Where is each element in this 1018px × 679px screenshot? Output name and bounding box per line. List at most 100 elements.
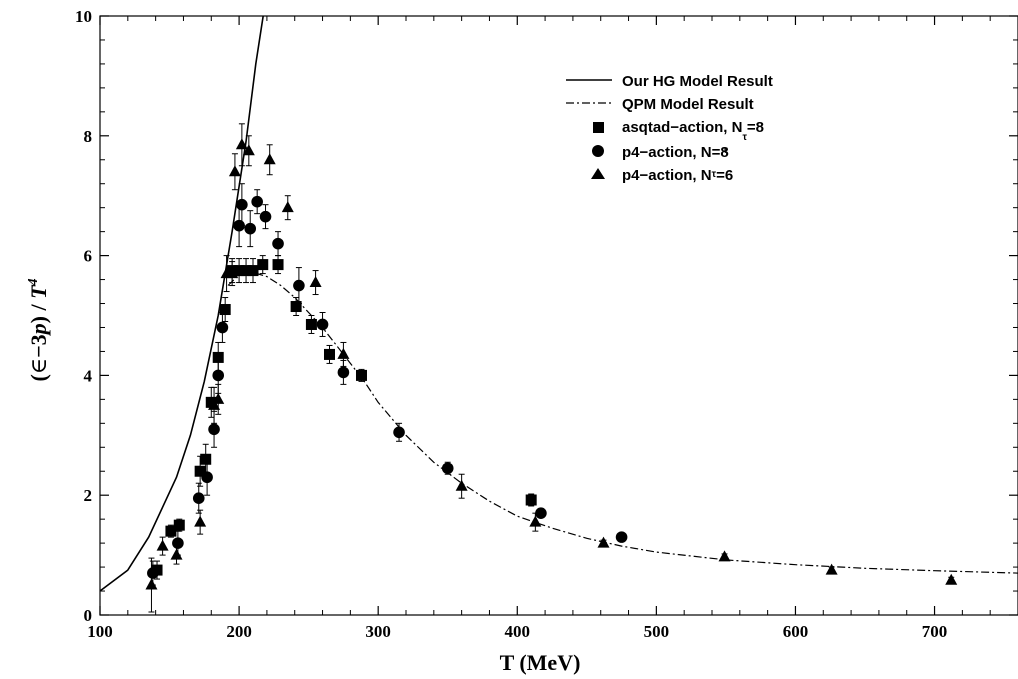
p4-n6-point xyxy=(597,536,610,548)
asqtad-point xyxy=(257,259,269,271)
y-title-minus3: −3 xyxy=(26,334,51,358)
qpm-model-line xyxy=(227,271,1018,574)
asqtad-point xyxy=(173,519,185,531)
asqtad-point xyxy=(233,265,245,277)
y-axis-title: (∈−3p) / T4 xyxy=(26,278,51,381)
p4-n8-point xyxy=(272,237,284,250)
p4-n8-point xyxy=(147,567,159,579)
p4-n6-point xyxy=(945,573,958,585)
p4-n8-point xyxy=(337,366,350,379)
legend-item-qpm: QPM Model Result xyxy=(566,96,754,113)
asqtad-point xyxy=(247,265,259,277)
asqtad-point xyxy=(219,304,231,316)
p4-n6-point xyxy=(337,347,350,359)
legend-label-hg: Our HG Model Result xyxy=(622,73,773,90)
p4-n8-point xyxy=(393,426,405,439)
asqtad-point xyxy=(525,494,537,506)
legend-item-hg: Our HG Model Result xyxy=(566,73,773,90)
data-points xyxy=(145,123,958,613)
x-tick-label: 500 xyxy=(644,622,670,641)
p4-n8-point xyxy=(208,423,220,436)
y-tick-label: 6 xyxy=(84,247,93,266)
plot-border xyxy=(99,15,1018,616)
p4-n8-point xyxy=(172,537,184,549)
y-title-T: T xyxy=(26,284,51,299)
y-tick-label: 2 xyxy=(84,486,93,505)
p4-n8-point xyxy=(259,210,272,223)
asqtad-point xyxy=(272,259,284,271)
p4-n8-point xyxy=(251,195,263,208)
p4-n6-point xyxy=(170,548,183,560)
p4-n6-point xyxy=(242,144,255,156)
legend-circle-icon xyxy=(592,145,604,157)
x-tick-label: 200 xyxy=(226,622,252,641)
x-tick-label: 700 xyxy=(922,622,948,641)
p4-n6-point xyxy=(718,550,731,562)
p4-n6-point xyxy=(825,563,838,575)
hg-model-line xyxy=(100,16,264,592)
p4-n8-point xyxy=(236,198,248,211)
p4-n6-point xyxy=(263,153,276,165)
y-title-exponent: 4 xyxy=(26,278,41,286)
p4-n8-point xyxy=(244,222,257,235)
plot-frame xyxy=(99,15,1018,616)
p4-n6-point xyxy=(208,398,221,410)
y-tick-label: 10 xyxy=(75,7,92,26)
legend-item-p4-n8: p4−action, N=8 τ xyxy=(592,144,729,161)
p4-n6-point xyxy=(529,515,542,527)
p4-n6-point xyxy=(212,392,225,404)
legend-label-p4-n8: p4−action, N=8 xyxy=(622,144,729,161)
p4-n8-point xyxy=(535,507,547,519)
p4-n8-point xyxy=(192,492,205,504)
legend-label-p4-n6: p4−action, Nτ=6 xyxy=(622,167,733,184)
p4-n8-point xyxy=(293,279,305,292)
y-tick-label: 0 xyxy=(84,606,93,625)
legend-label-qpm: QPM Model Result xyxy=(622,96,754,113)
asqtad-point xyxy=(324,348,335,360)
p4-n6-point xyxy=(145,578,158,590)
asqtad-point xyxy=(305,318,317,330)
x-axis-title: T (MeV) xyxy=(500,650,581,675)
legend-triangle-icon xyxy=(591,168,605,179)
minor-ticks xyxy=(100,16,1018,615)
y-title-open: ( xyxy=(26,374,51,381)
x-axis: 100 200 300 400 500 600 700 xyxy=(87,16,947,641)
y-tick-label: 8 xyxy=(84,127,93,146)
x-tick-label: 100 xyxy=(87,622,113,641)
p4-n6-point xyxy=(226,267,239,279)
legend-sub-p4-n8: τ xyxy=(723,145,728,156)
p4-n6-point xyxy=(281,201,294,213)
y-tick-label: 4 xyxy=(84,366,93,385)
p4-n6-point xyxy=(194,515,207,527)
p4-n6-point xyxy=(455,479,468,491)
legend-label-asqtad: asqtad−action, Nτ=8 xyxy=(622,119,764,143)
x-tick-label: 400 xyxy=(505,622,531,641)
asqtad-point xyxy=(290,301,302,313)
y-title-epsilon: ∈ xyxy=(26,358,51,374)
svg-text:(∈−3p) / T4: (∈−3p) / T4 xyxy=(26,278,51,381)
model-lines xyxy=(100,16,1018,592)
p4-n8-point xyxy=(212,369,225,382)
p4-n6-point xyxy=(156,539,169,551)
p4-n6-point xyxy=(228,165,241,177)
asqtad-point xyxy=(165,525,177,537)
legend-item-p4-n6: p4−action, Nτ=6 xyxy=(591,167,733,184)
x-tick-label: 600 xyxy=(783,622,809,641)
p4-n8-point xyxy=(201,471,213,484)
asqtad-point xyxy=(194,465,206,477)
p4-n6-point xyxy=(309,276,322,288)
x-tick-label: 300 xyxy=(365,622,391,641)
asqtad-point xyxy=(205,396,217,408)
legend-square-icon xyxy=(593,122,604,133)
p4-n8-point xyxy=(316,318,329,331)
y-axis: 0 2 4 6 8 10 xyxy=(75,7,1018,625)
y-title-close: ) / xyxy=(26,299,51,323)
legend-item-asqtad: asqtad−action, Nτ=8 xyxy=(593,119,764,143)
asqtad-point xyxy=(240,265,252,277)
p4-n8-point xyxy=(615,531,628,543)
legend: Our HG Model Result QPM Model Result asq… xyxy=(566,73,773,184)
p4-n8-point xyxy=(216,321,229,334)
y-title-p: p xyxy=(26,323,51,336)
asqtad-point xyxy=(355,369,367,381)
